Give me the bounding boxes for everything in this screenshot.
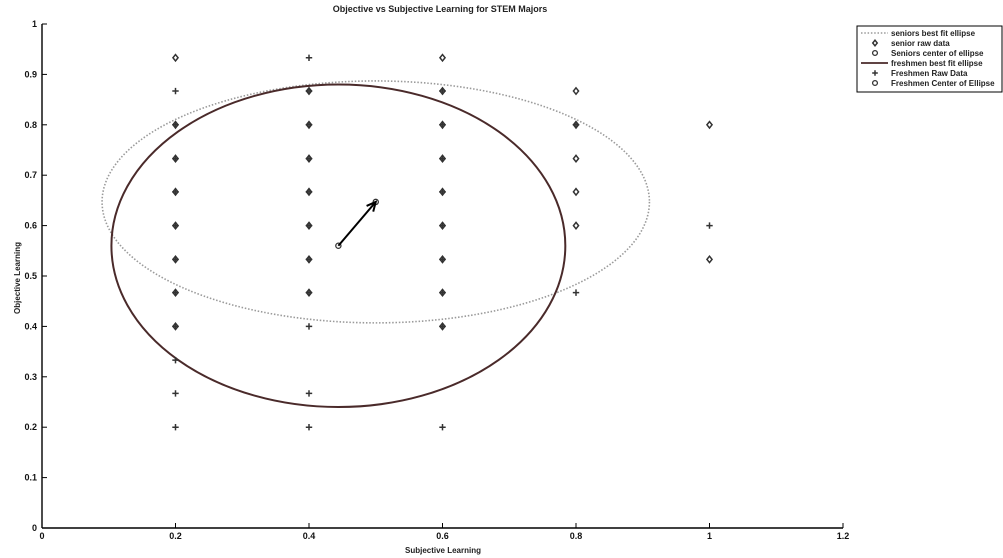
senior-point: [171, 53, 180, 63]
y-tick-label: 0: [32, 523, 37, 533]
x-tick-label: 0: [39, 531, 44, 541]
arrow-head: [366, 200, 378, 212]
freshman-point: [305, 222, 313, 229]
freshman-point: [172, 87, 179, 95]
freshman-point: [439, 222, 446, 229]
seniors-ellipse: [101, 80, 651, 324]
y-tick-label: 0.3: [24, 372, 37, 382]
freshman-point: [439, 87, 446, 95]
center-shift-arrow: [337, 200, 378, 247]
freshman-point: [439, 188, 446, 196]
y-tick-label: 0.9: [24, 69, 37, 79]
y-tick-label: 0.2: [24, 422, 37, 432]
freshman-point: [305, 256, 313, 263]
freshman-point: [439, 121, 446, 128]
y-axis-label: Objective Learning: [13, 242, 22, 314]
x-tick-label: 1.2: [837, 531, 850, 541]
legend-entry-label: Seniors center of ellipse: [891, 49, 984, 58]
legend-marker-symbol: [871, 49, 879, 57]
legend-marker-symbol: [871, 38, 879, 48]
legend-entry-label: Freshmen Center of Ellipse: [891, 79, 995, 88]
freshman-point: [172, 323, 179, 330]
freshman-point: [172, 155, 179, 162]
freshman-point: [172, 222, 179, 229]
senior-point: [705, 254, 714, 264]
axes: [41, 24, 843, 529]
x-tick-label: 0.8: [570, 531, 583, 541]
legend-entry-label: Freshmen Raw Data: [891, 69, 968, 78]
senior-point: [572, 221, 580, 231]
freshman-point: [172, 289, 179, 296]
y-tick-label: 0.5: [24, 271, 37, 281]
senior-point: [572, 86, 580, 96]
x-tick-label: 0.6: [436, 531, 449, 541]
x-axis-label: Subjective Learning: [405, 546, 481, 555]
freshman-point: [305, 87, 313, 95]
chart-title: Objective vs Subjective Learning for STE…: [333, 4, 548, 14]
ellipses-layer: [101, 80, 651, 409]
y-tick-label: 0.8: [24, 120, 37, 130]
freshman-point: [305, 424, 313, 431]
tick-layer: 0 0.2 0.4 0.6 0.8 1 1.2 0 0.1 0.2 0.3 0.4 0.5 0.6 0.7 0…: [24, 19, 849, 541]
senior-point: [572, 187, 580, 197]
freshmen-ellipse: [110, 83, 567, 409]
freshman-point: [305, 323, 313, 330]
markers-layer: [171, 53, 714, 431]
freshman-point: [572, 121, 580, 128]
freshman-point: [305, 188, 313, 196]
legend-entry-label: senior raw data: [891, 39, 950, 48]
x-tick-label: 0.2: [169, 531, 182, 541]
y-tick-label: 0.7: [24, 170, 37, 180]
freshman-point: [172, 424, 179, 431]
freshman-point: [439, 323, 446, 330]
legend-marker-symbol: [872, 70, 878, 76]
senior-point: [705, 120, 714, 130]
freshman-point: [572, 289, 580, 296]
freshman-point: [439, 289, 446, 296]
freshman-point: [172, 121, 179, 128]
legend-marker-symbol: [871, 79, 879, 87]
y-tick-label: 0.6: [24, 221, 37, 231]
y-tick-label: 0.4: [24, 321, 37, 331]
freshman-point: [172, 256, 179, 263]
freshman-point: [305, 289, 313, 296]
freshman-point: [172, 188, 179, 196]
freshman-point: [305, 121, 313, 128]
x-tick-label: 0.4: [303, 531, 316, 541]
senior-point: [572, 154, 580, 163]
freshman-point: [305, 155, 313, 162]
freshman-point: [439, 155, 446, 162]
freshman-point: [439, 424, 446, 431]
y-tick-label: 0.1: [24, 473, 37, 483]
legend-entry-label: seniors best fit ellipse: [891, 29, 976, 38]
freshman-point: [706, 222, 713, 229]
freshman-point: [172, 390, 179, 397]
freshman-point: [305, 54, 313, 61]
annotations-layer: [337, 200, 378, 247]
freshman-point: [172, 356, 179, 364]
arrow-shaft: [337, 201, 377, 247]
legend-box: [856, 25, 1003, 93]
y-tick-label: 1: [32, 19, 37, 29]
freshman-point: [439, 256, 446, 263]
senior-point: [438, 53, 447, 63]
legend-entry-label: freshmen best fit ellipse: [891, 59, 983, 68]
x-tick-label: 1: [707, 531, 712, 541]
freshman-point: [305, 390, 313, 397]
